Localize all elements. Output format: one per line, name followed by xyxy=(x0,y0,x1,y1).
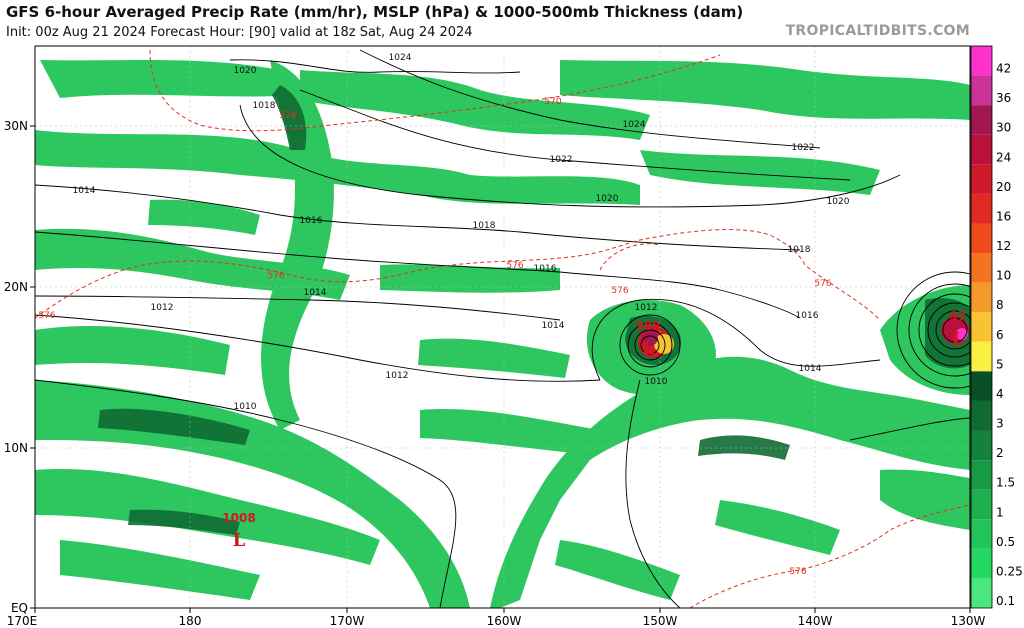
x-tick-label: 170W xyxy=(330,614,365,628)
colorbar-label: 30 xyxy=(996,121,1011,135)
isobar-label: 1020 xyxy=(827,197,850,207)
map-subtitle: Init: 00z Aug 21 2024 Forecast Hour: [90… xyxy=(6,25,473,40)
colorbar-label: 24 xyxy=(996,150,1011,164)
colorbar-label: 10 xyxy=(996,269,1011,283)
isobar-label: 1022 xyxy=(550,155,573,165)
colorbar: 42 36 30 24 20 16 12 10 8 6 5 4 3 2 1.5 1 0.5 0.25 0.1 xyxy=(970,45,1023,609)
colorbar-swatch xyxy=(971,312,992,342)
colorbar-label: 8 xyxy=(996,298,1004,312)
colorbar-label: 16 xyxy=(996,209,1011,223)
isobar-label: 1016 xyxy=(796,311,819,321)
map-grid xyxy=(35,46,970,608)
colorbar-swatch xyxy=(971,46,992,76)
colorbar-swatch xyxy=(971,134,992,165)
colorbar-label: 0.1 xyxy=(996,594,1015,608)
isobar-label: 1012 xyxy=(386,371,409,381)
colorbar-swatch xyxy=(971,400,992,431)
thickness-label: 576 xyxy=(279,111,296,121)
colorbar-swatch xyxy=(971,164,992,194)
colorbar-swatch xyxy=(971,282,992,313)
y-tick-label: 10N xyxy=(4,441,28,455)
isobar-label: 1012 xyxy=(635,303,658,313)
thickness-label: 570 xyxy=(544,97,561,107)
isobar-label: 1016 xyxy=(300,216,323,226)
isobar-label: 1018 xyxy=(788,245,811,255)
isobar-label: 1020 xyxy=(234,66,257,76)
x-tick-label: 170E xyxy=(7,614,38,628)
colorbar-swatch xyxy=(971,223,992,254)
isobar-label: 1014 xyxy=(73,186,96,196)
colorbar-swatch xyxy=(971,578,992,608)
colorbar-label: 5 xyxy=(996,357,1004,371)
thickness-label: 576 xyxy=(267,271,284,281)
colorbar-label: 1.5 xyxy=(996,476,1015,490)
colorbar-label: 20 xyxy=(996,180,1011,194)
colorbar-label: 3 xyxy=(996,417,1004,431)
colorbar-swatch xyxy=(971,193,992,224)
colorbar-swatch xyxy=(971,341,992,372)
isobar-label: 1014 xyxy=(799,364,822,374)
colorbar-swatch xyxy=(971,460,992,490)
isobar-label: 1014 xyxy=(304,288,327,298)
brand-watermark: TROPICALTIDBITS.COM xyxy=(785,23,970,39)
thickness-label: 576 xyxy=(506,261,523,271)
x-tick-label: 140W xyxy=(798,614,833,628)
isobar-label: 1018 xyxy=(253,101,276,111)
map-title: GFS 6-hour Averaged Precip Rate (mm/hr),… xyxy=(6,3,744,21)
colorbar-swatch xyxy=(971,253,992,283)
hurricane-core xyxy=(638,316,969,358)
thickness-label: 576 xyxy=(38,311,55,321)
low-pressure-value: 1008 xyxy=(222,511,255,525)
isobar-label: 1022 xyxy=(792,143,815,153)
thickness-label: 576 xyxy=(814,279,831,289)
thickness-label: 576 xyxy=(611,286,628,296)
y-tick-label: 30N xyxy=(4,119,28,133)
colorbar-label: 42 xyxy=(996,62,1011,76)
isobar-label: 1012 xyxy=(151,303,174,313)
colorbar-frame xyxy=(970,45,993,609)
y-tick-label: EQ xyxy=(11,601,28,615)
colorbar-swatch xyxy=(971,75,992,106)
x-tick-label: 180 xyxy=(179,614,202,628)
isobar-label: 1016 xyxy=(534,264,557,274)
low-pressure-value: 97 xyxy=(950,309,967,323)
isobar-label: 1014 xyxy=(542,321,565,331)
isobar-label: 1010 xyxy=(645,377,668,387)
thickness-contours xyxy=(35,49,970,608)
colorbar-label: 6 xyxy=(996,328,1004,342)
isobar-label: 1010 xyxy=(234,402,257,412)
colorbar-label: 36 xyxy=(996,91,1011,105)
colorbar-swatch xyxy=(971,548,992,579)
colorbar-swatch xyxy=(971,430,992,461)
isobar-label: 1020 xyxy=(596,194,619,204)
isobar-label: 1024 xyxy=(623,120,646,130)
colorbar-swatch xyxy=(971,371,992,401)
isobar-label: 1024 xyxy=(389,53,412,63)
x-tick-label: 150W xyxy=(643,614,678,628)
isobar-label: 1018 xyxy=(473,221,496,231)
colorbar-swatch xyxy=(971,105,992,135)
colorbar-label: 0.5 xyxy=(996,535,1015,549)
x-tick-label: 160W xyxy=(487,614,522,628)
x-tick-label: 130W xyxy=(951,614,986,628)
colorbar-label: 0.25 xyxy=(996,564,1023,578)
isobars xyxy=(35,49,970,608)
colorbar-label: 2 xyxy=(996,446,1004,460)
y-tick-label: 20N xyxy=(4,280,28,294)
thickness-label: 576 xyxy=(789,567,806,577)
colorbar-label: 12 xyxy=(996,239,1011,253)
axis-ticks xyxy=(30,125,971,613)
colorbar-swatch xyxy=(971,489,992,520)
low-pressure-symbol: L xyxy=(952,329,965,350)
low-pressure-symbol: L xyxy=(233,530,246,551)
plot-frame xyxy=(34,45,971,609)
colorbar-label: 1 xyxy=(996,505,1004,519)
low-pressure-value: 988 xyxy=(635,319,660,333)
low-pressure-symbol: L xyxy=(642,338,655,359)
colorbar-swatch xyxy=(971,519,992,549)
colorbar-label: 4 xyxy=(996,387,1004,401)
